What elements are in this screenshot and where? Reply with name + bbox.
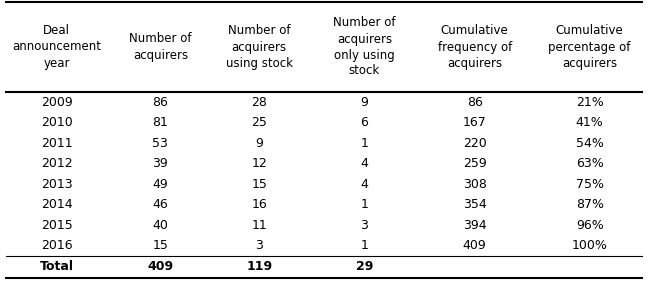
Text: 4: 4: [360, 178, 369, 191]
Text: 9: 9: [255, 137, 263, 150]
Text: 354: 354: [463, 198, 487, 211]
Text: 53: 53: [152, 137, 168, 150]
Text: 2013: 2013: [41, 178, 73, 191]
Text: 1: 1: [360, 137, 369, 150]
Text: 2012: 2012: [41, 157, 73, 170]
Text: 6: 6: [360, 116, 369, 129]
Text: 39: 39: [152, 157, 168, 170]
Text: 308: 308: [463, 178, 487, 191]
Text: 29: 29: [356, 261, 373, 273]
Text: 87%: 87%: [575, 198, 604, 211]
Text: Cumulative
frequency of
acquirers: Cumulative frequency of acquirers: [437, 25, 512, 69]
Text: 54%: 54%: [575, 137, 604, 150]
Text: 394: 394: [463, 219, 487, 232]
Text: 75%: 75%: [575, 178, 604, 191]
Text: 409: 409: [147, 261, 174, 273]
Text: 28: 28: [251, 96, 267, 109]
Text: 2011: 2011: [41, 137, 73, 150]
Text: 96%: 96%: [576, 219, 603, 232]
Text: 2010: 2010: [41, 116, 73, 129]
Text: 46: 46: [152, 198, 168, 211]
Text: 220: 220: [463, 137, 487, 150]
Text: Deal
announcement
year: Deal announcement year: [12, 25, 101, 69]
Text: 3: 3: [255, 239, 263, 252]
Text: 9: 9: [360, 96, 369, 109]
Text: 11: 11: [251, 219, 267, 232]
Text: 167: 167: [463, 116, 487, 129]
Text: 12: 12: [251, 157, 267, 170]
Text: 259: 259: [463, 157, 487, 170]
Text: Number of
acquirers
using stock: Number of acquirers using stock: [226, 25, 293, 69]
Text: 3: 3: [360, 219, 369, 232]
Text: 100%: 100%: [572, 239, 608, 252]
Text: 41%: 41%: [576, 116, 603, 129]
Text: 16: 16: [251, 198, 267, 211]
Text: 119: 119: [246, 261, 272, 273]
Text: 2015: 2015: [41, 219, 73, 232]
Text: 1: 1: [360, 239, 369, 252]
Text: 81: 81: [152, 116, 168, 129]
Text: 15: 15: [251, 178, 267, 191]
Text: Cumulative
percentage of
acquirers: Cumulative percentage of acquirers: [548, 25, 631, 69]
Text: 409: 409: [463, 239, 487, 252]
Text: 49: 49: [152, 178, 168, 191]
Text: 40: 40: [152, 219, 168, 232]
Text: 2016: 2016: [41, 239, 73, 252]
Text: Total: Total: [40, 261, 74, 273]
Text: Number of
acquirers
only using
stock: Number of acquirers only using stock: [333, 17, 396, 78]
Text: 21%: 21%: [576, 96, 603, 109]
Text: 86: 86: [152, 96, 168, 109]
Text: 2014: 2014: [41, 198, 73, 211]
Text: 86: 86: [467, 96, 483, 109]
Text: 1: 1: [360, 198, 369, 211]
Text: 63%: 63%: [576, 157, 603, 170]
Text: Number of
acquirers: Number of acquirers: [129, 33, 192, 61]
Text: 15: 15: [152, 239, 168, 252]
Text: 25: 25: [251, 116, 267, 129]
Text: 4: 4: [360, 157, 369, 170]
Text: 2009: 2009: [41, 96, 73, 109]
